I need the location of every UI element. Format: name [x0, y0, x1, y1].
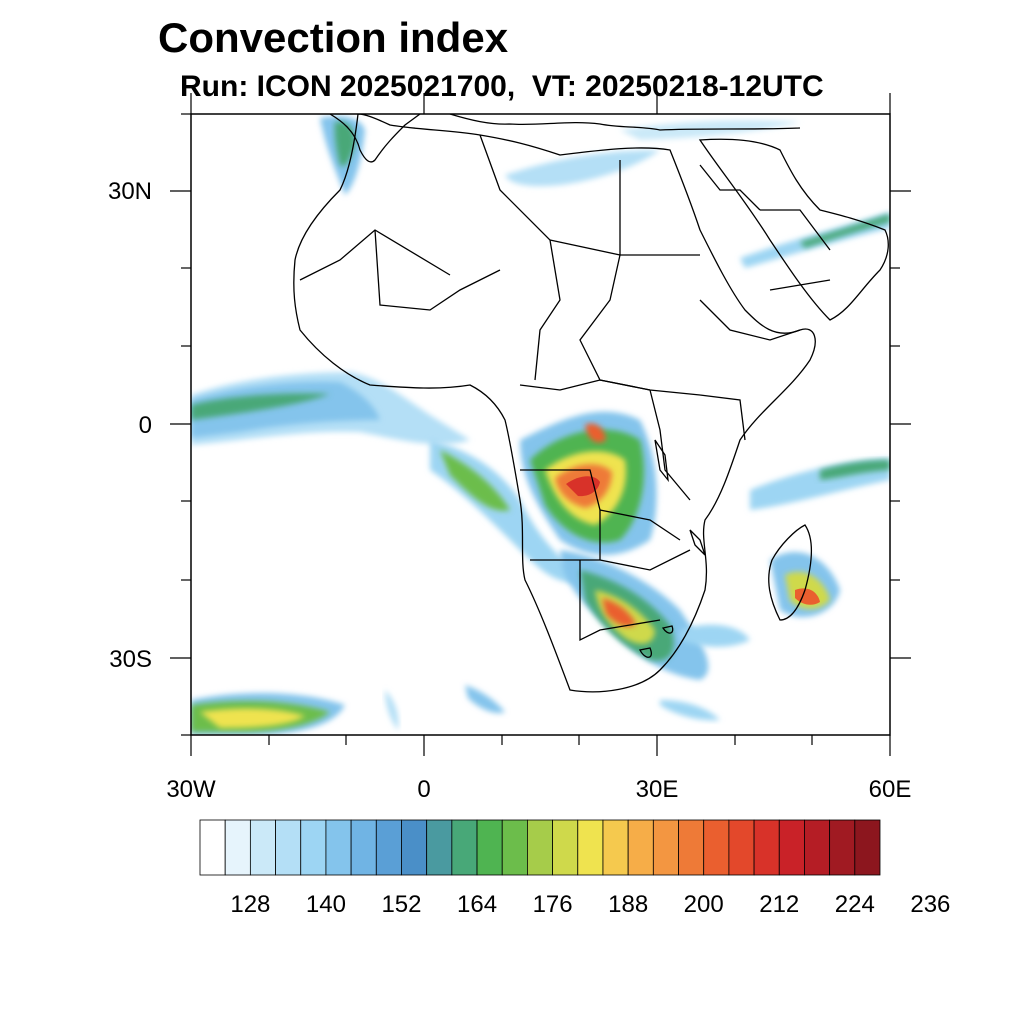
colorbar-swatch: [249, 819, 276, 876]
colorbar-swatch: [401, 819, 428, 876]
colorbar-label: 128: [230, 891, 270, 918]
colorbar-swatch: [602, 819, 629, 876]
colorbar-swatch: [224, 819, 251, 876]
lat-label-0: 0: [139, 412, 152, 439]
chart-subtitle: Run: ICON 2025021700, VT: 20250218-12UTC: [180, 70, 824, 103]
colorbar-swatch: [703, 819, 730, 876]
colorbar-label: 188: [608, 891, 648, 918]
coastlines: [293, 114, 889, 693]
colorbar-swatch: [627, 819, 654, 876]
colorbar-swatch: [275, 819, 302, 876]
colorbar-label: 140: [306, 891, 346, 918]
colorbar-swatch: [476, 819, 503, 876]
colorbar-swatch: [501, 819, 528, 876]
colorbar-swatch: [300, 819, 327, 876]
axis-ticks: [170, 93, 911, 756]
colorbar-label: 176: [533, 891, 573, 918]
colorbar-swatch: [552, 819, 579, 876]
lon-label-30w: 30W: [166, 776, 216, 803]
colorbar-swatch: [527, 819, 553, 876]
colorbar-swatch: [804, 819, 831, 876]
convection-field: [191, 116, 890, 735]
colorbar: [199, 819, 881, 876]
colorbar-swatch: [753, 819, 780, 876]
chart-title: Convection index: [158, 14, 509, 61]
lon-label-30e: 30E: [636, 776, 679, 803]
colorbar-swatch: [350, 819, 377, 876]
colorbar-swatch: [577, 819, 604, 876]
colorbar-label: 200: [684, 891, 724, 918]
colorbar-labels: 128 140 152 164 176 188 200 212 224 236: [230, 891, 950, 918]
colorbar-swatch: [451, 819, 478, 876]
colorbar-swatch: [199, 819, 226, 876]
colorbar-swatch: [375, 819, 402, 876]
colorbar-swatch: [829, 819, 856, 876]
colorbar-label: 164: [457, 891, 497, 918]
lat-label-30s: 30S: [109, 646, 152, 673]
colorbar-swatch: [652, 819, 679, 876]
colorbar-swatch: [728, 819, 755, 876]
lon-label-0: 0: [417, 776, 430, 803]
lon-label-60e: 60E: [869, 776, 912, 803]
colorbar-label: 236: [910, 891, 950, 918]
colorbar-swatch: [778, 819, 805, 876]
colorbar-swatch: [325, 819, 352, 876]
colorbar-swatch: [426, 819, 453, 876]
colorbar-swatch: [678, 819, 705, 876]
colorbar-label: 212: [759, 891, 799, 918]
colorbar-label: 152: [381, 891, 421, 918]
colorbar-label: 224: [835, 891, 875, 918]
colorbar-swatch: [854, 819, 881, 876]
lat-label-30n: 30N: [108, 178, 152, 205]
